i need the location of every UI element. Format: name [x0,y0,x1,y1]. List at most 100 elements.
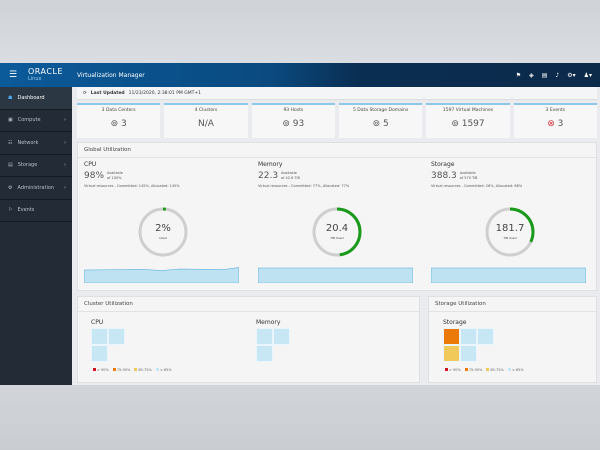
legend-swatch [134,368,138,371]
sidebar-item-network[interactable]: ☷ Network › [0,132,72,155]
donut-used-arc [312,207,362,257]
heatmap-cell[interactable] [91,345,108,362]
global-utilization-panel: Global Utilization CPU 98% Available of 10… [77,142,597,291]
bell-icon[interactable]: ♪ [555,71,560,79]
sidebar-item-compute[interactable]: ▣ Compute › [0,110,72,132]
legend-swatch [464,368,468,371]
flag-icon: ⚐ [8,207,13,214]
column-title: CPU [84,161,97,168]
sidebar-item-events[interactable]: ⚐ Events [0,200,72,222]
last-updated-bar: ⟳ Last Updated 11/23/2020, 2:38:01 PM GM… [77,87,597,100]
donut-used-arc [485,207,535,257]
legend-item: 65-75% [486,368,504,372]
sidebar-item-dashboard[interactable]: ☗ Dashboard [0,87,72,110]
legend-swatch [486,368,490,371]
sparkline-area [84,267,239,283]
storage-icon: ▤ [8,162,13,169]
panel-title: Global Utilization [78,143,596,158]
status-icon: ⊚ [372,119,381,129]
usage-sparkline [84,267,239,283]
card-virtual-machines[interactable]: 1597 Virtual Machines ⊚ 1597 [426,103,510,138]
app-title: Virtualization Manager [76,71,145,79]
storage-heatmap-label: Storage [443,319,467,326]
virtual-resources-text: Virtual resources - Committed: 77%, Allo… [258,184,350,188]
status-icon: ⊚ [451,119,459,129]
legend-item: < 65% [507,368,524,372]
hamburger-menu-icon[interactable]: ☰ [9,70,18,80]
heatmap-cell[interactable] [108,328,125,345]
cluster-utilization-panel: Cluster Utilization CPU Memory > 90% 75-9… [77,296,420,383]
donut-center-label: Used [159,236,167,240]
card-storage-domains[interactable]: 5 Data Storage Domains ⊚ 5 [338,103,423,138]
refresh-icon[interactable]: ⟳ [83,90,87,96]
total-label: of 42.6 TiB [281,175,300,180]
card-data-centers[interactable]: 3 Data Centers ⊚ 3 [77,103,161,138]
legend-swatch [445,368,448,371]
sidebar: ☗ Dashboard ▣ Compute › ☷ Network › ▤ Storage ›… [0,87,72,385]
card-clusters[interactable]: 4 Clusters N/A [164,103,248,138]
legend-swatch [507,368,511,371]
dashboard-icon: ☗ [8,94,13,101]
chevron-right-icon: › [64,162,66,169]
available-label: Available [281,171,297,175]
heatmap-cell[interactable] [460,328,477,345]
available-label: Available [459,171,476,175]
flag-icon[interactable]: ⚑ [515,71,522,79]
heatmap-legend: > 90% 75-90% 65-75% < 65% [445,368,524,372]
donut-center-value: 181.7 [496,223,525,234]
cpu-utilization: CPU 98% Available of 100% Virtual resource… [84,161,244,188]
summary-cards: 3 Data Centers ⊚ 3 4 Clusters N/A 93 Hosts… [77,103,597,138]
available-value: 388.3 [431,171,457,181]
legend-swatch [155,368,159,371]
gear-icon[interactable]: ⚙▾ [567,71,576,79]
panel-title: Cluster Utilization [78,297,419,312]
donut-center-value: 20.4 [326,223,348,234]
network-icon: ☷ [8,139,13,146]
cpu-heatmap-label: CPU [91,319,104,326]
admin-icon: ⚙ [8,184,13,191]
error-icon: ⊗ [547,119,555,129]
user-icon[interactable]: ♟▾ [583,71,592,79]
legend-item: 75-90% [112,368,130,372]
usage-donut: 181.7 TiB Used [485,207,535,257]
sidebar-item-storage[interactable]: ▤ Storage › [0,155,72,177]
heatmap-cell[interactable] [256,328,273,345]
heatmap-cell[interactable] [91,328,108,345]
legend-item: < 65% [155,368,172,372]
header: ☰ ORACLE Linux Virtualization Manager ⚑ ◈… [0,63,600,87]
app-window: ☰ ORACLE Linux Virtualization Manager ⚑ ◈… [0,63,600,385]
tag-icon[interactable]: ◈ [529,71,534,79]
donut-used-arc [138,207,188,257]
panel-title: Storage Utilization [429,297,596,312]
sparkline-area [431,267,586,283]
legend-swatch [93,368,96,371]
tasks-icon[interactable]: ▤ [541,71,548,79]
available-value: 98% [84,171,105,181]
virtual-resources-text: Virtual resources - Committed: 26%, Allo… [431,184,523,188]
storage-utilization-panel: Storage Utilization Storage > 90% 75-90% 6… [428,296,597,383]
heatmap-cell[interactable] [443,345,460,362]
heatmap-cell[interactable] [256,345,273,362]
legend-item: 65-75% [134,368,152,372]
usage-donut: 20.4 TiB Used [312,207,362,257]
heatmap-legend: > 90% 75-90% 65-75% < 65% [93,368,172,372]
sparkline-area [258,267,413,283]
usage-donut: 2% Used [138,207,188,257]
card-hosts[interactable]: 93 Hosts ⊚ 93 [251,103,335,138]
available-label: Available [107,171,123,175]
sidebar-item-administration[interactable]: ⚙ Administration › [0,177,72,200]
heatmap-cell[interactable] [460,345,477,362]
chevron-right-icon: › [64,184,66,191]
storage-utilization: Storage 388.3 Available of 570 TiB Virtual… [431,161,591,188]
heatmap-cell[interactable] [443,328,460,345]
memory-heatmap-label: Memory [256,319,281,326]
heatmap-cell[interactable] [477,328,494,345]
available-value: 22.3 [258,171,279,181]
status-icon: ⊚ [282,119,290,129]
status-icon: ⊚ [110,119,119,129]
donut-center-value: 2% [155,223,171,234]
column-title: Memory [258,161,283,168]
card-events[interactable]: 3 Events ⊗ 3 [513,103,597,138]
heatmap-cell[interactable] [273,328,290,345]
total-label: of 570 TiB [459,175,478,180]
